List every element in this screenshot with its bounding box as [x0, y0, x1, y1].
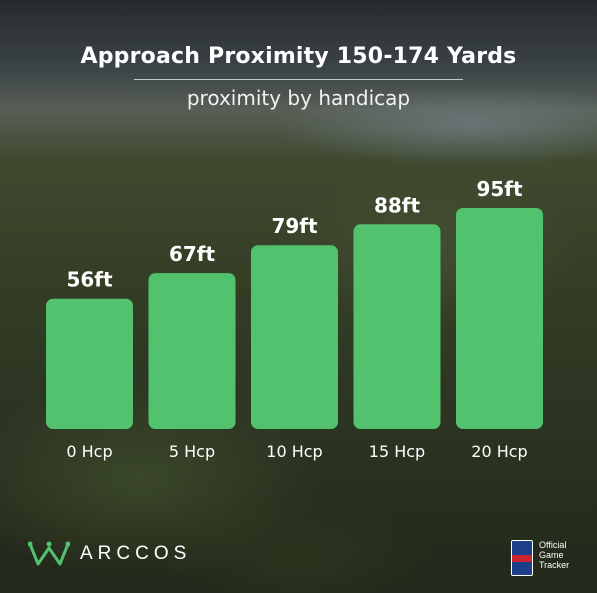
partner-text-line-2: Game — [539, 550, 564, 560]
pga-tour-shield-icon — [511, 540, 533, 576]
category-label-0: 0 Hcp — [66, 442, 112, 461]
bar-1 — [148, 273, 236, 429]
partner-text: Official Game Tracker — [539, 540, 579, 570]
bar-value-label-1: 67ft — [169, 242, 216, 266]
chart-title: Approach Proximity 150-174 Yards — [80, 44, 517, 69]
partner-text-line-3: Tracker — [539, 560, 570, 570]
bar-value-label-2: 79ft — [271, 214, 318, 238]
brand-name: ARCCOS — [80, 543, 192, 564]
bar-3 — [353, 224, 441, 429]
bar-value-label-0: 56ft — [66, 268, 113, 292]
bar-value-label-3: 88ft — [374, 193, 421, 217]
category-label-1: 5 Hcp — [169, 442, 215, 461]
bar-4 — [456, 208, 543, 429]
crown-w-icon — [28, 541, 70, 566]
title-divider — [134, 79, 463, 80]
chart-subtitle: proximity by handicap — [186, 86, 411, 110]
bar-value-label-4: 95ft — [476, 177, 523, 201]
bar-2 — [251, 245, 338, 429]
category-label-4: 20 Hcp — [471, 442, 527, 461]
category-label-2: 10 Hcp — [266, 442, 322, 461]
partner-badge: Official Game Tracker — [511, 540, 579, 576]
bar-0 — [46, 298, 133, 429]
category-label-3: 15 Hcp — [369, 442, 425, 461]
arccos-logo: ARCCOS — [28, 540, 191, 568]
partner-text-line-1: Official — [539, 540, 567, 550]
